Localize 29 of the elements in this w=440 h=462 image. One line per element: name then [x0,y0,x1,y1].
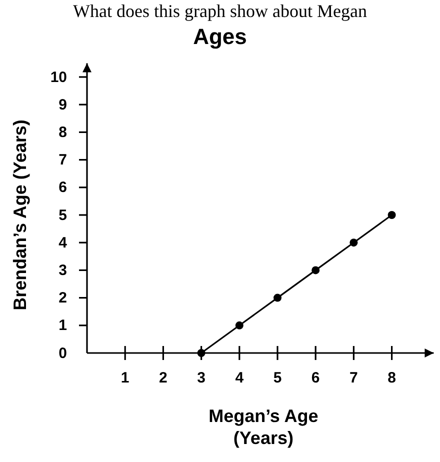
point [350,238,358,247]
point [235,321,244,330]
x-tick-label: 4 [235,370,244,387]
text: What does this graph show about Megan [73,1,367,21]
x-tick-label: 7 [350,370,358,387]
chart-title: Ages [193,24,247,49]
y-axis-title: Brendan’s Age (Years) [10,120,30,310]
x-tick-label: 8 [388,370,396,387]
y-tick-label: 8 [58,124,67,141]
point [388,211,396,219]
y-tick-label: 10 [50,68,67,86]
x-axis-title: Megan’s Age (Years) [208,406,318,448]
x-tick-label: 6 [311,370,320,387]
x-tick-label: 1 [120,370,130,387]
y-tick-label: 9 [58,96,67,114]
x-tick-label: 3 [197,370,206,387]
y-tick-label: 5 [58,206,67,224]
y-tick-label: 6 [58,179,67,196]
point [312,266,320,274]
y-tick-label: 7 [58,152,67,169]
y-tick-label: 3 [58,262,67,279]
x-tick-label: 5 [273,370,282,387]
y-tick-label: 0 [58,344,67,362]
x-tick-label: 2 [159,370,168,387]
point [197,349,206,357]
y-tick-label: 1 [58,317,67,334]
point [274,294,282,302]
y-tick-label: 4 [58,234,68,252]
y-tick-label: 2 [58,290,67,307]
